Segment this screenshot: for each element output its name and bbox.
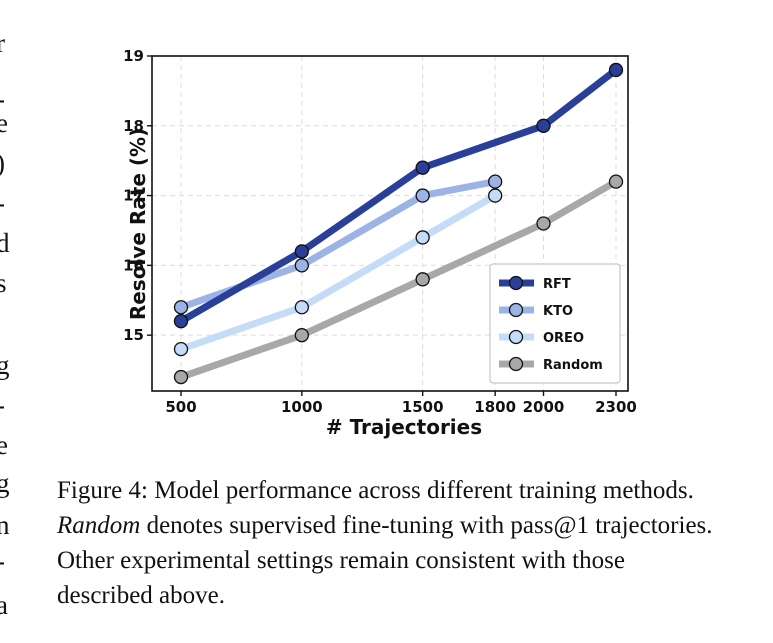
data-point-kto <box>488 174 503 189</box>
data-point-kto <box>294 258 309 273</box>
data-point-kto <box>173 300 189 315</box>
legend-box <box>489 263 621 384</box>
legend-label: KTO <box>543 304 573 319</box>
figure-caption: Figure 4: Model performance across diffe… <box>57 473 721 613</box>
y-tick-label: 15 <box>123 326 144 344</box>
left-fragment: a <box>0 590 8 620</box>
data-point-rft <box>536 118 551 133</box>
left-fragment: n <box>0 510 10 540</box>
x-tick-label: 2300 <box>595 398 637 416</box>
data-point-oreo <box>173 341 189 357</box>
left-fragment: - <box>0 86 5 113</box>
left-fragment: - <box>0 548 5 575</box>
legend-entry-rft: RFT <box>499 275 571 292</box>
caption-italic-term: Random <box>57 512 141 539</box>
data-point-random <box>415 272 430 287</box>
legend-label: Random <box>543 358 603 373</box>
left-fragment: e <box>0 430 8 460</box>
data-point-random <box>608 174 624 189</box>
legend-entry-oreo: OREO <box>499 329 584 346</box>
series-random <box>173 174 624 385</box>
legend-swatch-marker <box>508 356 524 372</box>
x-tick-label: 1500 <box>402 398 444 416</box>
y-tick-label: 19 <box>123 47 144 65</box>
data-point-oreo <box>415 230 430 245</box>
x-axis-label: # Trajectories <box>326 415 482 439</box>
data-point-rft <box>294 244 309 259</box>
data-point-kto <box>415 188 430 203</box>
legend-label: RFT <box>543 277 571 292</box>
data-point-rft <box>415 160 430 175</box>
data-point-random <box>294 328 309 343</box>
left-fragment: g <box>0 468 10 498</box>
data-point-random <box>173 369 189 385</box>
left-fragment: - <box>0 190 5 217</box>
x-tick-label: 1800 <box>474 398 516 416</box>
chart-legend: RFT KTO OREO Random <box>489 263 621 384</box>
y-tick-label: 18 <box>123 117 144 135</box>
y-tick-label: 16 <box>123 256 144 274</box>
caption-text-2: denotes supervised fine-tuning with pass… <box>57 512 713 609</box>
legend-entry-kto: KTO <box>499 302 573 319</box>
x-tick-label: 500 <box>165 398 196 416</box>
series-line-oreo <box>177 192 499 353</box>
legend-label: OREO <box>543 331 584 346</box>
chart-series <box>173 62 624 385</box>
left-fragment: s <box>0 268 7 298</box>
caption-label: Figure 4: <box>57 477 148 504</box>
y-axis-label: Resolve Rate (%) <box>126 128 150 320</box>
data-point-oreo <box>488 188 503 203</box>
legend-swatch-marker <box>508 275 524 291</box>
data-point-random <box>536 216 551 231</box>
legend-swatch-marker <box>508 329 524 345</box>
y-tick-label: 17 <box>123 187 144 205</box>
x-tick-label: 1000 <box>281 398 323 416</box>
data-point-rft <box>608 62 624 78</box>
data-point-oreo <box>294 300 309 315</box>
left-fragment: g <box>0 350 10 380</box>
series-rft <box>173 62 624 329</box>
left-fragment: ) <box>0 150 5 177</box>
legend-swatch-marker <box>508 302 524 318</box>
legend-entry-random: Random <box>499 356 603 373</box>
caption-text-1: Model performance across different train… <box>154 477 694 504</box>
plot-frame <box>151 55 629 392</box>
resolve-rate-chart: 500 1000 1500 1800 2000 2300 15 16 17 18 19 # Traj… <box>123 47 637 439</box>
left-fragment: - <box>0 392 5 419</box>
data-point-rft <box>173 314 189 329</box>
left-fragment: e <box>0 108 8 138</box>
left-fragment: d <box>0 228 10 258</box>
x-tick-label: 2000 <box>523 398 565 416</box>
series-oreo <box>173 188 503 357</box>
axis-ticks: 500 1000 1500 1800 2000 2300 15 16 17 18 19 <box>123 47 637 416</box>
left-column-text-fragments: r-e)-dsg-egn-a <box>0 0 24 643</box>
left-fragment: r <box>0 28 5 58</box>
